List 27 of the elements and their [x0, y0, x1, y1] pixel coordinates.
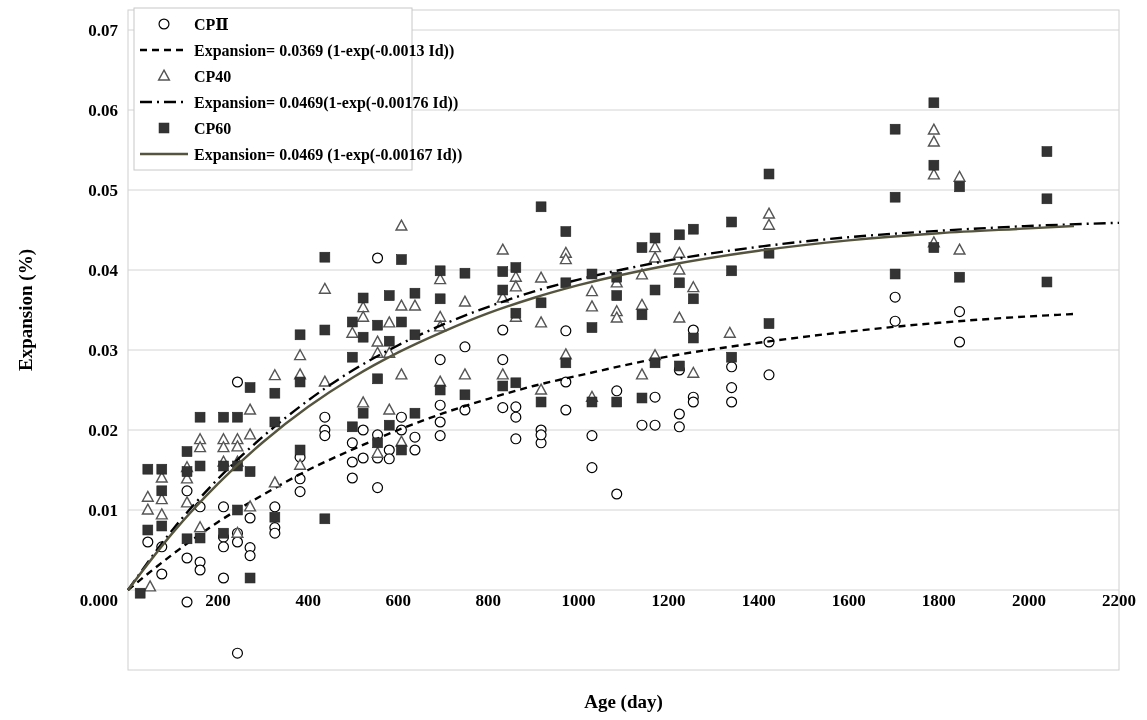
- x-tick-label: 800: [475, 591, 502, 610]
- x-tick-label: 400: [295, 591, 321, 610]
- legend-label: Expansion= 0.0469(1-exp(-0.00176 Id)): [194, 94, 459, 112]
- y-tick-label: 0.05: [88, 181, 118, 200]
- y-tick-label: 0.000: [79, 591, 118, 610]
- legend-label: Expansion= 0.0469 (1-exp(-0.00167 Id)): [194, 146, 463, 164]
- x-tick-label: 1800: [921, 591, 956, 610]
- y-axis-title: Expansion (%): [15, 249, 37, 371]
- y-tick-label: 0.01: [88, 501, 118, 520]
- y-tick-label: 0.06: [88, 101, 118, 120]
- x-tick-label: 1200: [651, 591, 686, 610]
- legend-label: CP40: [194, 68, 232, 85]
- x-tick-label: 1600: [831, 591, 866, 610]
- x-tick-label: 1400: [741, 591, 776, 610]
- y-tick-label: 0.07: [88, 21, 119, 40]
- x-tick-label: 2200: [1102, 591, 1136, 610]
- x-tick-label: 1000: [561, 591, 596, 610]
- y-tick-label: 0.02: [88, 421, 118, 440]
- x-tick-label: 600: [385, 591, 412, 610]
- x-tick-label: 200: [205, 591, 231, 610]
- x-tick-label: 2000: [1011, 591, 1046, 610]
- legend-label: CP60: [194, 120, 232, 137]
- legend-label: CPⅡ: [194, 16, 229, 33]
- x-axis-title: Age (day): [584, 691, 663, 713]
- y-tick-label: 0.03: [88, 341, 118, 360]
- legend-label: Expansion= 0.0369 (1-exp(-0.0013 Id)): [194, 42, 455, 60]
- y-tick-label: 0.04: [88, 261, 119, 280]
